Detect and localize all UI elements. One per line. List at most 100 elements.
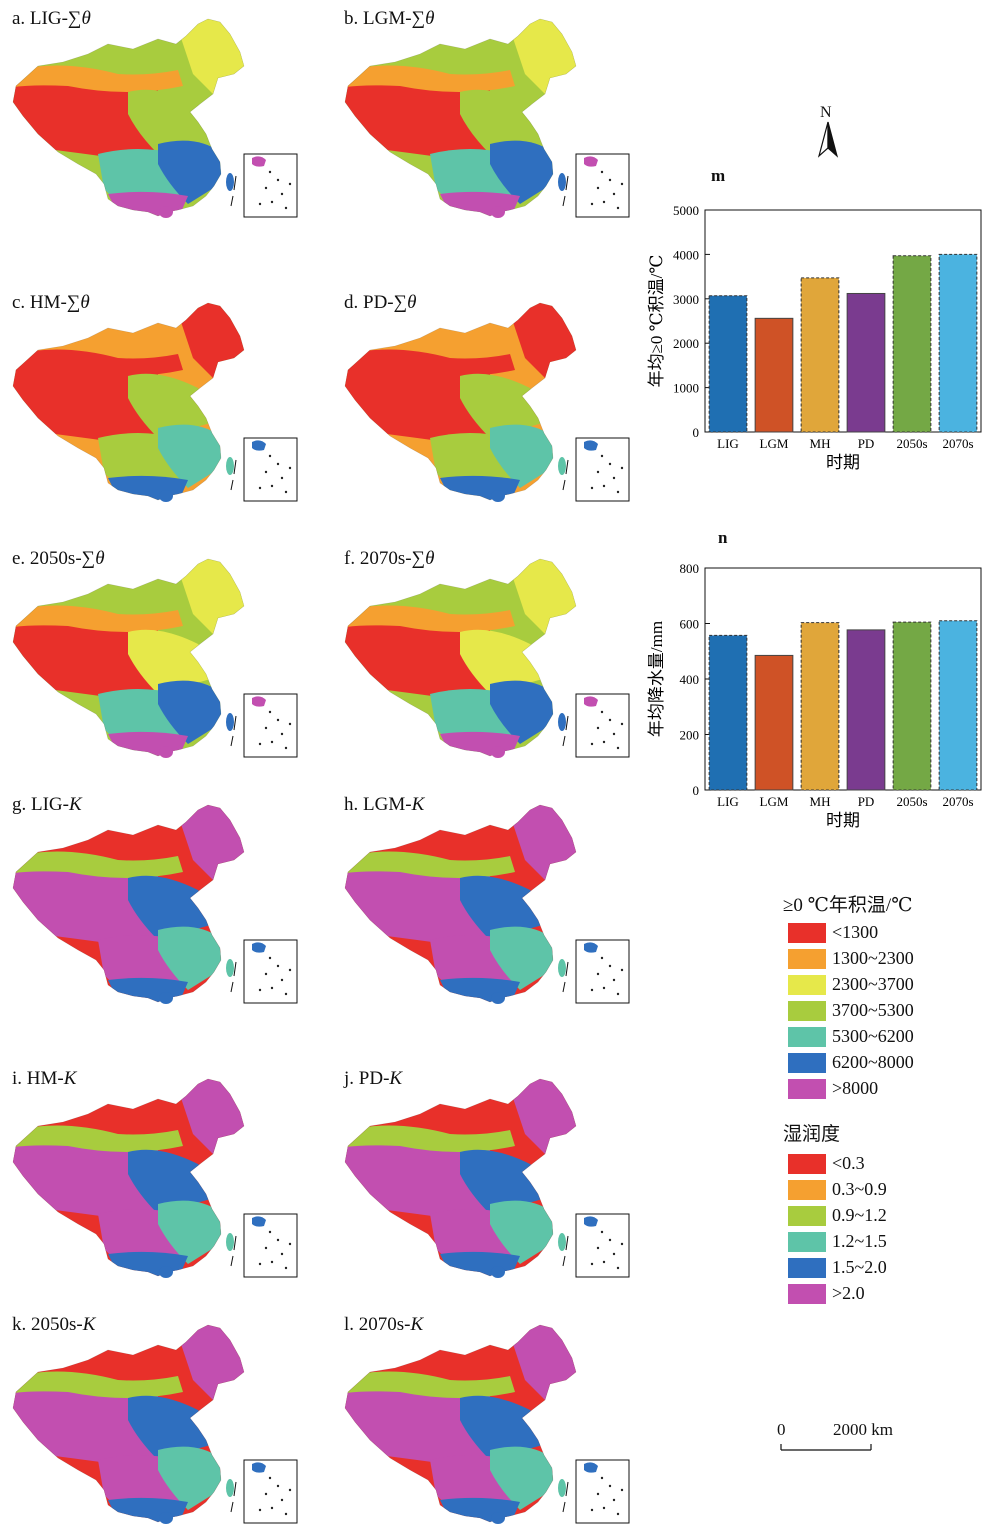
chart-frame [704,209,982,433]
x-tick-label: LIG [717,436,739,451]
map-panel-label-f: f. 2070s-∑θ [344,548,434,570]
map-panel-label-c: c. HM-∑θ [12,292,90,314]
y-tick-label: 4000 [673,247,699,262]
map-panel-i [12,1078,298,1278]
legend-swatch [788,1052,826,1073]
south-china-sea-inset [243,1459,298,1524]
north-arrow: N [810,104,846,160]
north-arrow-icon [817,121,839,158]
map-panel-label-prefix: l. 2070s- [344,1314,411,1335]
legend-label: 1.5~2.0 [832,1257,887,1277]
map-panel-h [344,804,630,1004]
map-panel-l [344,1324,630,1524]
map-panel-e [12,558,298,758]
scale-bar-start: 0 [777,1420,786,1439]
chart-n-label: n [718,528,728,547]
map-panel-label-prefix: i. HM- [12,1068,64,1089]
legend-item: 0.3~0.9 [788,1179,887,1200]
map-panel-j [344,1078,630,1278]
x-tick-label: PD [858,794,875,809]
y-tick-label: 0 [693,783,700,798]
y-tick-label: 3000 [673,292,699,307]
legend-swatch [788,1283,826,1304]
legend-swatch [788,1000,826,1021]
legend-label: 1300~2300 [832,948,914,968]
legend-label: >2.0 [832,1283,865,1303]
bar-MH [800,277,840,433]
map-panel-g [12,804,298,1004]
chart-m-label: m [711,166,726,185]
bar-PD [846,629,886,791]
legend-swatch [788,1231,826,1252]
legend-label: <1300 [832,922,879,942]
map-panel-label-symbol: ∑θ [411,8,435,29]
legend-swatch [788,1153,826,1174]
scale-bar-end: 2000 km [833,1420,893,1439]
scale-bar-line [780,1444,872,1451]
south-china-sea-inset [575,693,630,758]
map-panel-label-symbol: K [82,1314,96,1335]
legend-label: >8000 [832,1078,879,1098]
map-panel-label-symbol: ∑θ [393,292,417,313]
x-axis-label: 时期 [826,811,860,830]
y-axis-label: 年均≥0 ℃积温/℃ [647,255,666,388]
map-panel-label-symbol: K [68,794,82,815]
south-china-sea-inset [243,939,298,1004]
map-panel-label-a: a. LIG-∑θ [12,8,91,30]
legend-label: 0.3~0.9 [832,1179,887,1199]
map-panel-label-e: e. 2050s-∑θ [12,548,105,570]
legend-item: 3700~5300 [788,1000,914,1021]
bar-2070s [938,253,978,433]
legend-label: 3700~5300 [832,1000,914,1020]
y-tick-label: 400 [680,672,700,687]
legend-label: 0.9~1.2 [832,1205,887,1225]
x-tick-label: MH [810,794,831,809]
legend-swatch [788,1257,826,1278]
legend-swatch [788,948,826,969]
map-panel-label-prefix: a. LIG- [12,8,68,29]
legend-item: 0.9~1.2 [788,1205,887,1226]
x-tick-label: 2070s [942,436,973,451]
x-tick-label: 2050s [896,794,927,809]
bar-LIG [708,295,748,433]
legend-item: 1300~2300 [788,948,914,969]
map-panel-b [344,18,630,218]
x-tick-label: 2070s [942,794,973,809]
legend-swatch [788,974,826,995]
south-china-sea-inset [575,437,630,502]
x-tick-label: PD [858,436,875,451]
bar-2070s [938,620,978,791]
map-panel-label-prefix: b. LGM- [344,8,412,29]
bar-2050s [892,621,932,791]
x-axis-label: 时期 [826,453,860,472]
x-tick-label: LGM [760,436,789,451]
scale-bar: 0 2000 km [775,1420,915,1460]
legend-item: >2.0 [788,1283,865,1304]
map-panel-label-symbol: ∑θ [67,8,91,29]
map-panel-label-prefix: c. HM- [12,292,67,313]
map-panel-c [12,302,298,502]
legend-swatch [788,1205,826,1226]
south-china-sea-inset [575,1459,630,1524]
south-china-sea-inset [575,153,630,218]
legend-item: 6200~8000 [788,1052,914,1073]
map-panel-label-j: j. PD-K [344,1068,402,1090]
bar-LGM [754,654,794,791]
south-china-sea-inset [243,153,298,218]
map-panel-label-prefix: j. PD- [344,1068,390,1089]
y-axis-label: 年均降水量/mm [647,621,666,737]
legend-swatch [788,922,826,943]
south-china-sea-inset [243,693,298,758]
x-tick-label: 2050s [896,436,927,451]
legend-item: 1.2~1.5 [788,1231,887,1252]
map-panel-label-l: l. 2070s-K [344,1314,423,1336]
legend-swatch [788,1026,826,1047]
y-tick-label: 600 [680,617,700,632]
legend-moist-title: 湿润度 [783,1124,841,1145]
map-panel-label-symbol: ∑θ [81,548,105,569]
map-panel-label-symbol: K [389,1068,403,1089]
legend-temp-title: ≥0 ℃年积温/℃ [783,895,913,916]
map-panel-label-symbol: ∑θ [411,548,435,569]
y-tick-label: 800 [680,561,700,576]
map-panel-label-k: k. 2050s-K [12,1314,95,1336]
